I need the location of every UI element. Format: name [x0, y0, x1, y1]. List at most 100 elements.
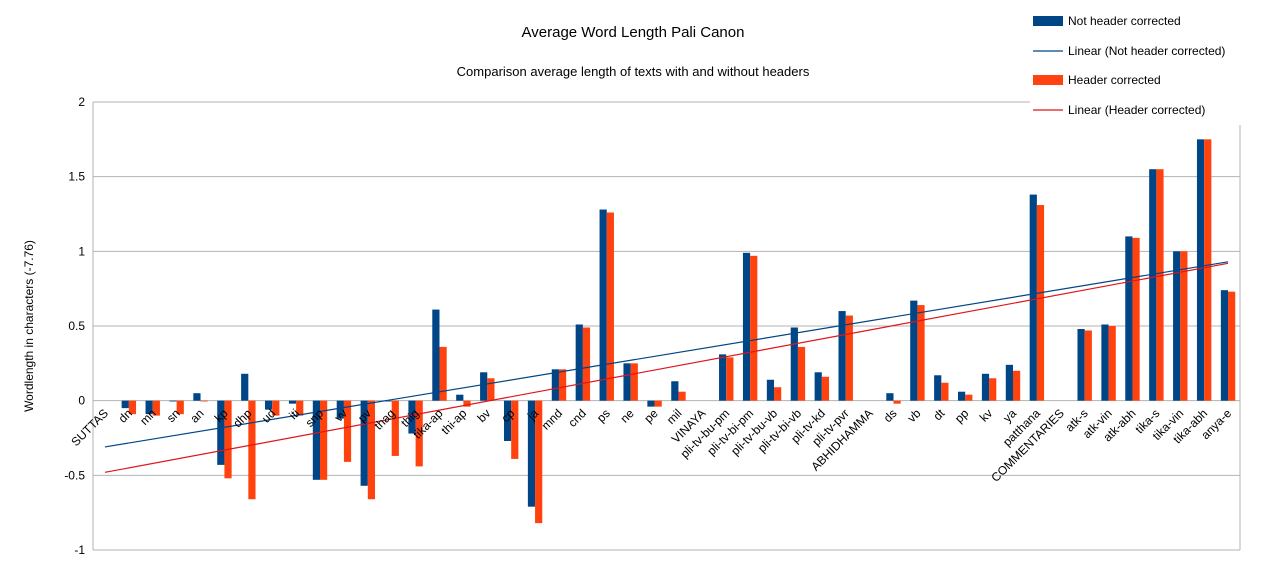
bar-not-header-corrected [217, 400, 225, 465]
bar-header-corrected [1084, 330, 1092, 401]
bar-not-header-corrected [719, 354, 727, 401]
bar-header-corrected [917, 305, 925, 401]
bar-header-corrected [320, 400, 328, 480]
bar-header-corrected [1108, 326, 1116, 401]
bar-header-corrected [606, 212, 614, 401]
legend-item-not-header-corrected: Not header corrected [1068, 14, 1181, 28]
bar-header-corrected [224, 400, 232, 479]
bar-header-corrected [1156, 169, 1164, 401]
y-tick-label: 0 [78, 394, 85, 408]
y-axis-label: Wordlength in characters (-7.76) [22, 240, 36, 412]
bar-not-header-corrected [503, 400, 512, 441]
legend-background [1030, 5, 1265, 125]
bar-not-header-corrected [265, 400, 273, 410]
bar-not-header-corrected [1101, 324, 1109, 401]
bar-header-corrected [176, 400, 184, 415]
bar-not-header-corrected [241, 373, 249, 401]
bar-header-corrected [1012, 370, 1021, 401]
legend: Not header corrected Linear (Not header c… [1030, 5, 1265, 125]
bar-header-corrected [535, 400, 543, 524]
bar-not-header-corrected [886, 393, 894, 401]
bar-not-header-corrected [1220, 290, 1229, 401]
y-tick-label: 1 [78, 244, 85, 258]
y-tick-label: -1 [74, 543, 85, 557]
bar-not-header-corrected [623, 363, 631, 401]
bar-header-corrected [1228, 291, 1236, 401]
bar-not-header-corrected [1125, 236, 1133, 401]
bar-header-corrected [1204, 139, 1212, 401]
bar-not-header-corrected [1149, 169, 1157, 401]
bar-header-corrected [463, 400, 471, 407]
bar-not-header-corrected [312, 400, 321, 480]
chart-subtitle: Comparison average length of texts with … [457, 64, 810, 79]
bar-not-header-corrected [145, 400, 153, 415]
bar-not-header-corrected [1077, 328, 1085, 401]
bar-not-header-corrected [838, 311, 846, 401]
legend-item-trend-not-header-corrected: Linear (Not header corrected) [1068, 44, 1225, 58]
bar-header-corrected [152, 400, 160, 416]
bar-not-header-corrected [169, 400, 177, 402]
bar-not-header-corrected [288, 400, 297, 404]
bar-header-corrected [1132, 237, 1140, 401]
bar-header-corrected [1036, 205, 1045, 401]
bar-not-header-corrected [647, 400, 655, 407]
bar-header-corrected [367, 400, 376, 500]
bar-header-corrected [726, 357, 734, 401]
bar-header-corrected [248, 400, 256, 500]
bar-header-corrected [343, 400, 352, 462]
bar-header-corrected [774, 387, 782, 401]
bar-header-corrected [558, 369, 567, 401]
bar-not-header-corrected [527, 400, 536, 507]
trendline-header-corrected [104, 262, 1229, 473]
chart-title: Average Word Length Pali Canon [522, 24, 745, 41]
bars [121, 139, 1236, 524]
bar-header-corrected [989, 378, 997, 401]
bar-header-corrected [678, 391, 686, 401]
bar-header-corrected [128, 400, 137, 415]
bar-not-header-corrected [121, 400, 129, 409]
y-tick-label: 0.5 [68, 319, 85, 333]
y-tick-label: -0.5 [64, 468, 85, 482]
bar-not-header-corrected [981, 373, 990, 401]
bar-header-corrected [821, 376, 830, 401]
bar-header-corrected [893, 400, 901, 404]
y-axis-ticks: -1 -0.5 0 0.5 1 1.5 2 [64, 95, 85, 557]
bar-header-corrected [941, 382, 949, 401]
bar-not-header-corrected [910, 300, 918, 401]
bar-header-corrected [1180, 251, 1188, 401]
bar-header-corrected [845, 315, 853, 401]
bar-not-header-corrected [766, 379, 775, 401]
bar-not-header-corrected [1173, 251, 1181, 401]
legend-item-header-corrected: Header corrected [1068, 73, 1161, 87]
bar-not-header-corrected [456, 394, 464, 401]
bar-not-header-corrected [336, 400, 344, 419]
bar-header-corrected [415, 400, 423, 467]
bar-header-corrected [750, 255, 758, 401]
bar-header-corrected [797, 346, 806, 401]
y-tick-label: 1.5 [68, 170, 85, 184]
bar-not-header-corrected [480, 372, 488, 401]
bar-not-header-corrected [193, 393, 201, 401]
bar-header-corrected [200, 400, 208, 402]
bar-not-header-corrected [957, 391, 966, 401]
bar-not-header-corrected [599, 209, 607, 401]
bar-not-header-corrected [551, 369, 559, 401]
bar-not-header-corrected [360, 400, 368, 486]
trendline-not-header-corrected [104, 261, 1229, 448]
bar-not-header-corrected [1005, 364, 1013, 401]
bar-not-header-corrected [671, 381, 679, 401]
bar-header-corrected [654, 400, 662, 407]
bar-header-corrected [296, 400, 304, 416]
y-tick-label: 2 [78, 95, 85, 109]
bar-header-corrected [487, 378, 495, 401]
bar-not-header-corrected [1196, 139, 1205, 401]
bar-header-corrected [582, 327, 591, 401]
bar-header-corrected [511, 400, 519, 459]
bar-header-corrected [630, 363, 638, 401]
bar-not-header-corrected [432, 309, 440, 401]
bar-not-header-corrected [384, 400, 392, 402]
bar-not-header-corrected [790, 327, 798, 401]
bar-header-corrected [439, 346, 447, 401]
legend-item-not-header-corrected-swatch [1033, 16, 1063, 26]
